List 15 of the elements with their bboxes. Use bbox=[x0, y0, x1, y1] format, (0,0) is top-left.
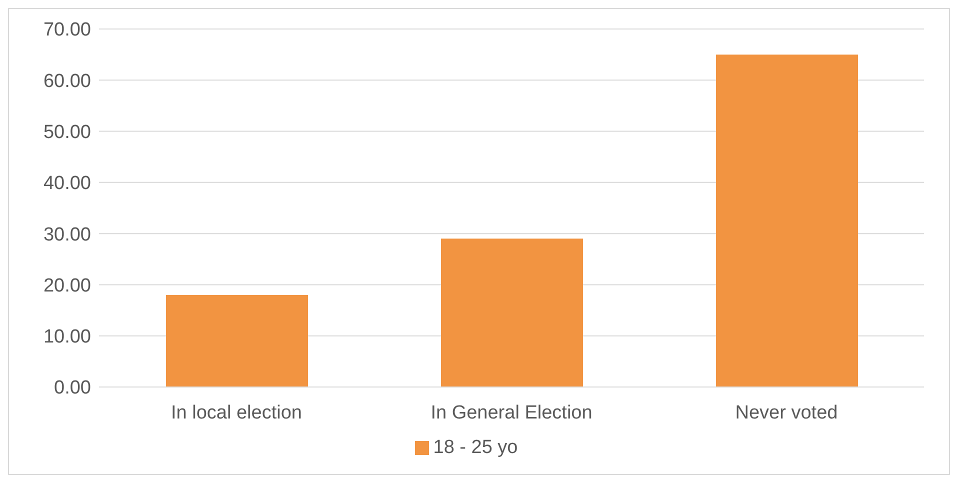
bar bbox=[716, 54, 858, 387]
bar bbox=[441, 238, 583, 387]
x-tick-label: In General Election bbox=[430, 402, 592, 424]
y-tick-label: 70.00 bbox=[43, 20, 91, 41]
y-tick-label: 20.00 bbox=[43, 275, 91, 296]
legend-label: 18 - 25 yo bbox=[433, 437, 518, 458]
x-tick-label: In local election bbox=[171, 402, 302, 424]
x-tick-label: Never voted bbox=[735, 402, 838, 424]
y-tick-label: 50.00 bbox=[43, 122, 91, 144]
y-tick-label: 0.00 bbox=[54, 378, 91, 399]
y-tick-label: 30.00 bbox=[43, 224, 91, 246]
y-tick-label: 10.00 bbox=[43, 326, 91, 348]
y-tick-label: 40.00 bbox=[43, 173, 91, 194]
bar bbox=[166, 294, 308, 387]
y-tick-label: 60.00 bbox=[43, 70, 91, 92]
